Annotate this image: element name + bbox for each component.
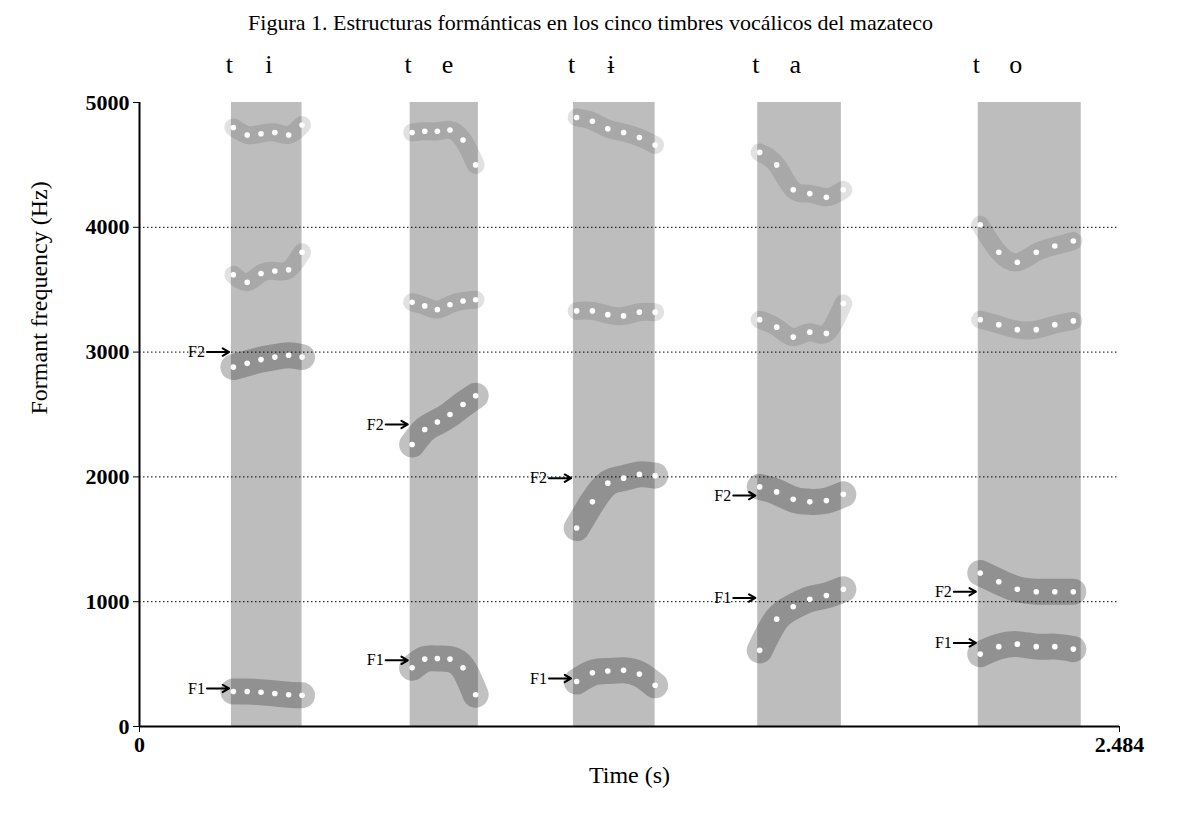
svg-text:F2: F2	[714, 487, 731, 504]
svg-text:a: a	[789, 50, 801, 79]
svg-text:1000: 1000	[86, 589, 130, 614]
svg-text:t: t	[973, 50, 981, 79]
svg-text:t: t	[226, 50, 234, 79]
svg-text:F1: F1	[367, 651, 384, 668]
svg-text:F2: F2	[367, 416, 384, 433]
svg-text:Time (s): Time (s)	[589, 762, 670, 788]
svg-text:0: 0	[134, 732, 145, 757]
svg-text:F2: F2	[530, 469, 547, 486]
svg-text:F2: F2	[188, 343, 205, 360]
svg-text:F1: F1	[714, 589, 731, 606]
svg-text:i: i	[265, 50, 272, 79]
svg-text:t: t	[568, 50, 576, 79]
svg-text:2.484: 2.484	[1095, 732, 1145, 757]
svg-text:0: 0	[119, 714, 130, 739]
svg-text:F1: F1	[530, 670, 547, 687]
svg-text:F1: F1	[935, 634, 952, 651]
svg-text:o: o	[1009, 50, 1022, 79]
svg-text:ɨ: ɨ	[607, 50, 614, 79]
svg-text:t: t	[752, 50, 760, 79]
svg-text:Formant frequency (Hz): Formant frequency (Hz)	[26, 181, 52, 414]
svg-text:F2: F2	[935, 583, 952, 600]
svg-text:3000: 3000	[86, 339, 130, 364]
svg-text:e: e	[442, 50, 454, 79]
html-text:Figura 1. Estructuras formánti: Figura 1. Estructuras formánticas en los…	[248, 10, 933, 35]
svg-text:F1: F1	[188, 680, 205, 697]
svg-text:5000: 5000	[86, 90, 130, 115]
svg-text:t: t	[405, 50, 413, 79]
svg-text:4000: 4000	[86, 214, 130, 239]
svg-text:2000: 2000	[86, 464, 130, 489]
